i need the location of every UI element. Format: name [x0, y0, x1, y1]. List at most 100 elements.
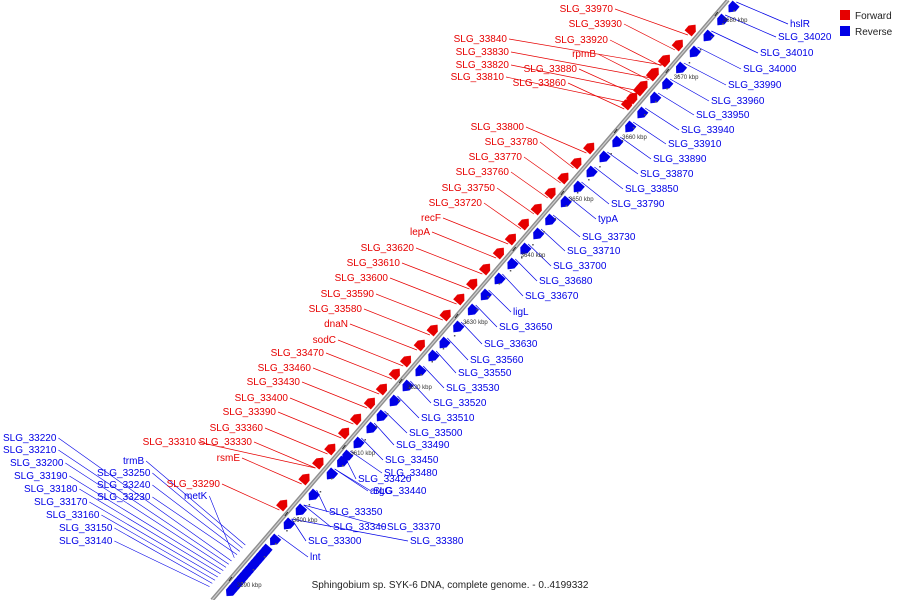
axis-dot-marker: [487, 296, 489, 298]
forward-leader-line-15: [483, 202, 522, 230]
forward-gene-label-28: SLG_33400: [235, 393, 289, 404]
axis-dot-marker: [655, 101, 657, 103]
forward-gene-label-32: SLG_33330: [199, 437, 253, 448]
reverse-gene-label-26: SLG_33510: [421, 413, 475, 424]
axis-dot-marker: [498, 283, 501, 285]
forward-gene-label-5: SLG_33830: [456, 47, 510, 58]
reverse-leader-line-4: [683, 62, 727, 86]
forward-leader-line-11: [539, 141, 574, 169]
reverse-leader-line-50: [89, 501, 218, 578]
reverse-leader-line-17: [515, 258, 538, 282]
axis-dot-marker: [666, 88, 668, 90]
forward-leader-line-26: [312, 367, 380, 395]
reverse-leader-line-46: [58, 449, 229, 565]
kbp-tick-mark-3: [398, 378, 403, 384]
reverse-gene-label-29: SLG_33480: [384, 468, 438, 479]
reverse-leader-line-28: [373, 422, 395, 446]
reverse-gene-arrow-6: [650, 91, 662, 104]
reverse-leader-line-0: [736, 1, 789, 25]
kbp-tick-label-8: 3670 kbp: [674, 75, 699, 81]
forward-gene-arrow-20: [453, 293, 465, 306]
reverse-leader-line-37: [291, 518, 409, 542]
reverse-gene-arrow-28: [366, 421, 378, 434]
reverse-leader-line-43: [152, 496, 238, 555]
reverse-leader-line-2: [711, 30, 759, 54]
forward-gene-arrow-27: [363, 397, 376, 410]
forward-gene-label-20: SLG_33600: [335, 273, 389, 284]
reverse-gene-label-32: SLG_33420: [358, 474, 412, 485]
kbp-tick-label-2: 3610 kbp: [350, 451, 375, 457]
reverse-gene-label-2: SLG_34010: [760, 48, 814, 59]
forward-gene-arrow-19: [466, 278, 478, 291]
forward-gene-label-10: SLG_33800: [471, 122, 525, 133]
axis-dot-marker: [386, 413, 389, 415]
reverse-gene-arrow-3: [689, 45, 701, 58]
forward-leader-line-7: [510, 64, 640, 92]
kbp-tick-mark-8: [665, 68, 670, 74]
reverse-leader-line-12: [581, 181, 610, 205]
axis-dot-marker: [263, 556, 266, 558]
axis-dot-marker: [688, 62, 691, 64]
forward-gene-arrow-11: [570, 157, 582, 170]
reverse-leader-line-29: [349, 450, 383, 474]
axis-dot-marker: [565, 205, 568, 207]
reverse-gene-arrow-20: [467, 303, 480, 316]
reverse-gene-label-36: SLG_33370: [387, 522, 441, 533]
legend-swatch-reverse: [840, 26, 850, 36]
reverse-gene-label-51: SLG_33160: [46, 510, 100, 521]
reverse-leader-line-6: [657, 92, 695, 116]
reverse-gene-label-28: SLG_33490: [396, 440, 450, 451]
reverse-gene-arrow-24: [415, 364, 427, 377]
axis-dot-marker: [644, 114, 646, 116]
reverse-gene-arrow-34: [308, 488, 320, 501]
reverse-gene-arrow-15: [533, 227, 545, 240]
reverse-gene-label-33: argG: [370, 486, 392, 497]
reverse-leader-line-44: [209, 495, 235, 558]
forward-gene-label-29: SLG_33390: [223, 407, 277, 418]
axis-dot-marker: [576, 192, 579, 194]
axis-dot-marker: [543, 231, 545, 233]
forward-gene-arrow-12: [557, 172, 569, 185]
reverse-gene-label-10: SLG_33870: [640, 169, 694, 180]
forward-leader-line-24: [337, 339, 404, 367]
reverse-gene-label-5: SLG_33960: [711, 96, 765, 107]
reverse-gene-arrow-18: [494, 272, 506, 285]
axis-dot-marker: [509, 270, 512, 272]
forward-gene-arrow-25: [388, 368, 400, 381]
reverse-gene-label-34: SLG_33350: [329, 507, 383, 518]
forward-leader-line-0: [614, 8, 689, 36]
genome-caption: Sphingobium sp. SYK-6 DNA, complete geno…: [312, 580, 589, 591]
axis-dot-marker: [554, 218, 556, 220]
forward-leader-line-1: [623, 23, 676, 51]
reverse-gene-label-42: SLG_33240: [97, 480, 151, 491]
reverse-leader-line-48: [69, 475, 224, 571]
forward-gene-label-14: SLG_33750: [442, 183, 496, 194]
reverse-gene-label-38: SLG_33300: [308, 536, 362, 547]
reverse-gene-label-37: SLG_33380: [410, 536, 464, 547]
kbp-ticks: 3590 kbp 3600 kbp 3610 kbp 3620 kbp 3630 kbp…: [228, 10, 748, 589]
reverse-leader-line-11: [594, 166, 624, 190]
kbp-tick-mark-5: [512, 246, 517, 252]
axis-dot-marker: [297, 517, 299, 519]
reverse-gene-label-53: SLG_33140: [59, 536, 113, 547]
reverse-leader-line-33: [334, 468, 369, 492]
reverse-leader-line-30: [361, 437, 384, 461]
forward-gene-arrow-28: [349, 413, 362, 426]
reverse-gene-label-49: SLG_33180: [24, 484, 78, 495]
reverse-gene-arrow-27: [376, 409, 388, 422]
reverse-leader-line-47: [65, 462, 227, 568]
reverse-gene-arrow-22: [439, 336, 451, 349]
reverse-gene-label-48: SLG_33190: [14, 471, 68, 482]
kbp-tick-label-0: 3590 kbp: [237, 583, 262, 589]
reverse-gene-arrow-1: [717, 13, 729, 26]
forward-leader-line-29: [277, 411, 342, 439]
axis-dot-marker: [286, 530, 288, 532]
reverse-gene-arrow-33: [326, 467, 339, 480]
reverse-gene-label-21: SLG_33630: [484, 339, 538, 350]
reverse-gene-label-3: SLG_34000: [743, 64, 797, 75]
kbp-tick-mark-1: [284, 511, 289, 517]
reverse-leader-line-19: [488, 289, 512, 313]
reverse-gene-arrow-16: [520, 242, 532, 255]
axis-dot-marker: [453, 335, 456, 337]
reverse-leader-line-24: [422, 365, 445, 389]
